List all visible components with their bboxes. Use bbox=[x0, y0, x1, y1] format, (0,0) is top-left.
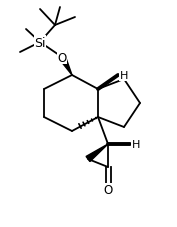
Text: O: O bbox=[57, 51, 67, 64]
Text: O: O bbox=[103, 184, 113, 197]
Text: H: H bbox=[132, 139, 140, 149]
Polygon shape bbox=[86, 144, 108, 162]
Text: H: H bbox=[120, 71, 128, 81]
Text: Si: Si bbox=[34, 36, 46, 49]
Polygon shape bbox=[59, 56, 72, 76]
